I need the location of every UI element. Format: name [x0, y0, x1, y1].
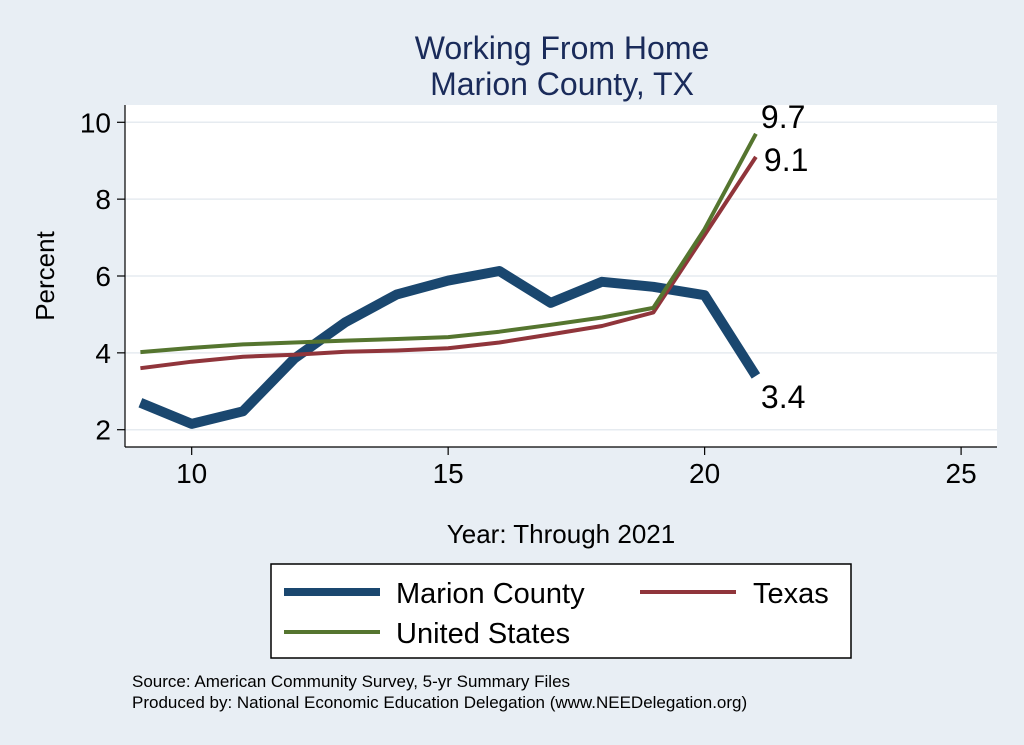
- legend-label-united-states: United States: [396, 618, 570, 650]
- producer-note: Produced by: National Economic Education…: [132, 693, 747, 712]
- legend: Marion County Texas United States: [270, 563, 852, 659]
- end-labels: 3.4 9.1 9.7: [761, 99, 808, 415]
- y-tick-label-2: 2: [95, 415, 111, 446]
- x-tick-label-15: 15: [433, 458, 464, 489]
- x-axis-title: Year: Through 2021: [447, 519, 675, 549]
- y-tick-label-6: 6: [95, 261, 111, 292]
- legend-label-texas: Texas: [753, 578, 829, 610]
- end-label-marion-county: 3.4: [761, 379, 805, 415]
- x-tick-label-25: 25: [946, 458, 977, 489]
- legend-label-marion-county: Marion County: [396, 578, 585, 610]
- series-lines: [138, 132, 761, 429]
- chart-title-line-2: Marion County, TX: [430, 66, 694, 102]
- y-tick-label-8: 8: [95, 184, 111, 215]
- gridlines: [125, 121, 997, 431]
- y-axis-title: Percent: [30, 230, 60, 320]
- end-label-united-states: 9.7: [761, 99, 805, 135]
- end-label-texas: 9.1: [764, 142, 808, 178]
- axes: 2 4 6 8 10 10 15 20 25: [80, 105, 997, 489]
- x-tick-label-10: 10: [176, 458, 207, 489]
- y-tick-label-10: 10: [80, 107, 111, 138]
- chart-title-line-1: Working From Home: [415, 30, 710, 66]
- x-tick-label-20: 20: [689, 458, 720, 489]
- legend-box: [270, 563, 852, 659]
- y-tick-label-4: 4: [95, 338, 111, 369]
- source-note: Source: American Community Survey, 5-yr …: [132, 672, 570, 691]
